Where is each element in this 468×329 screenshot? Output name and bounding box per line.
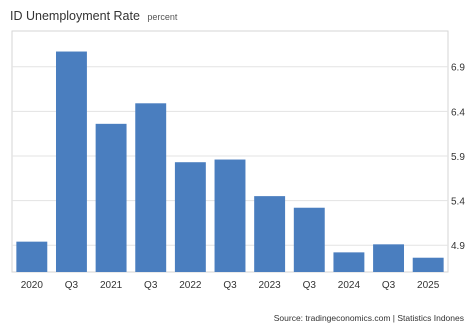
y-tick-label: 5.4 — [451, 197, 465, 208]
x-tick-label: Q3 — [65, 280, 79, 291]
x-tick-label: Q3 — [144, 280, 158, 291]
bar — [214, 159, 246, 272]
chart-subtitle: percent — [147, 12, 178, 22]
bar — [95, 123, 127, 273]
x-tick-label: 2023 — [259, 280, 282, 291]
bar — [254, 196, 286, 272]
bar — [293, 207, 325, 272]
x-tick-label: Q3 — [223, 280, 237, 291]
bar — [412, 257, 444, 272]
x-tick-label: 2022 — [179, 280, 202, 291]
x-tick-label: Q3 — [382, 280, 396, 291]
bar — [174, 162, 206, 272]
bar — [135, 103, 167, 272]
y-tick-label: 4.9 — [451, 241, 465, 252]
bar — [55, 51, 87, 272]
bar — [373, 244, 405, 272]
y-tick-label: 6.9 — [451, 63, 465, 74]
bar — [333, 252, 365, 272]
x-tick-label: Q3 — [303, 280, 317, 291]
x-tick-label: 2020 — [21, 280, 44, 291]
y-tick-label: 6.4 — [451, 107, 465, 118]
chart-title-block: ID Unemployment Rate percent — [10, 7, 177, 25]
x-tick-label: 2025 — [417, 280, 440, 291]
bar — [16, 241, 48, 272]
x-tick-label: 2024 — [338, 280, 361, 291]
chart-title: ID Unemployment Rate — [10, 9, 140, 23]
y-tick-label: 5.9 — [451, 152, 465, 163]
x-tick-label: 2021 — [100, 280, 123, 291]
source-credit: Source: tradingeconomics.com | Statistic… — [273, 313, 464, 323]
